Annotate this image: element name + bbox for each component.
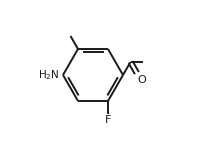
Text: F: F [105,115,111,125]
Text: O: O [138,75,146,85]
Text: H$_2$N: H$_2$N [38,68,59,82]
